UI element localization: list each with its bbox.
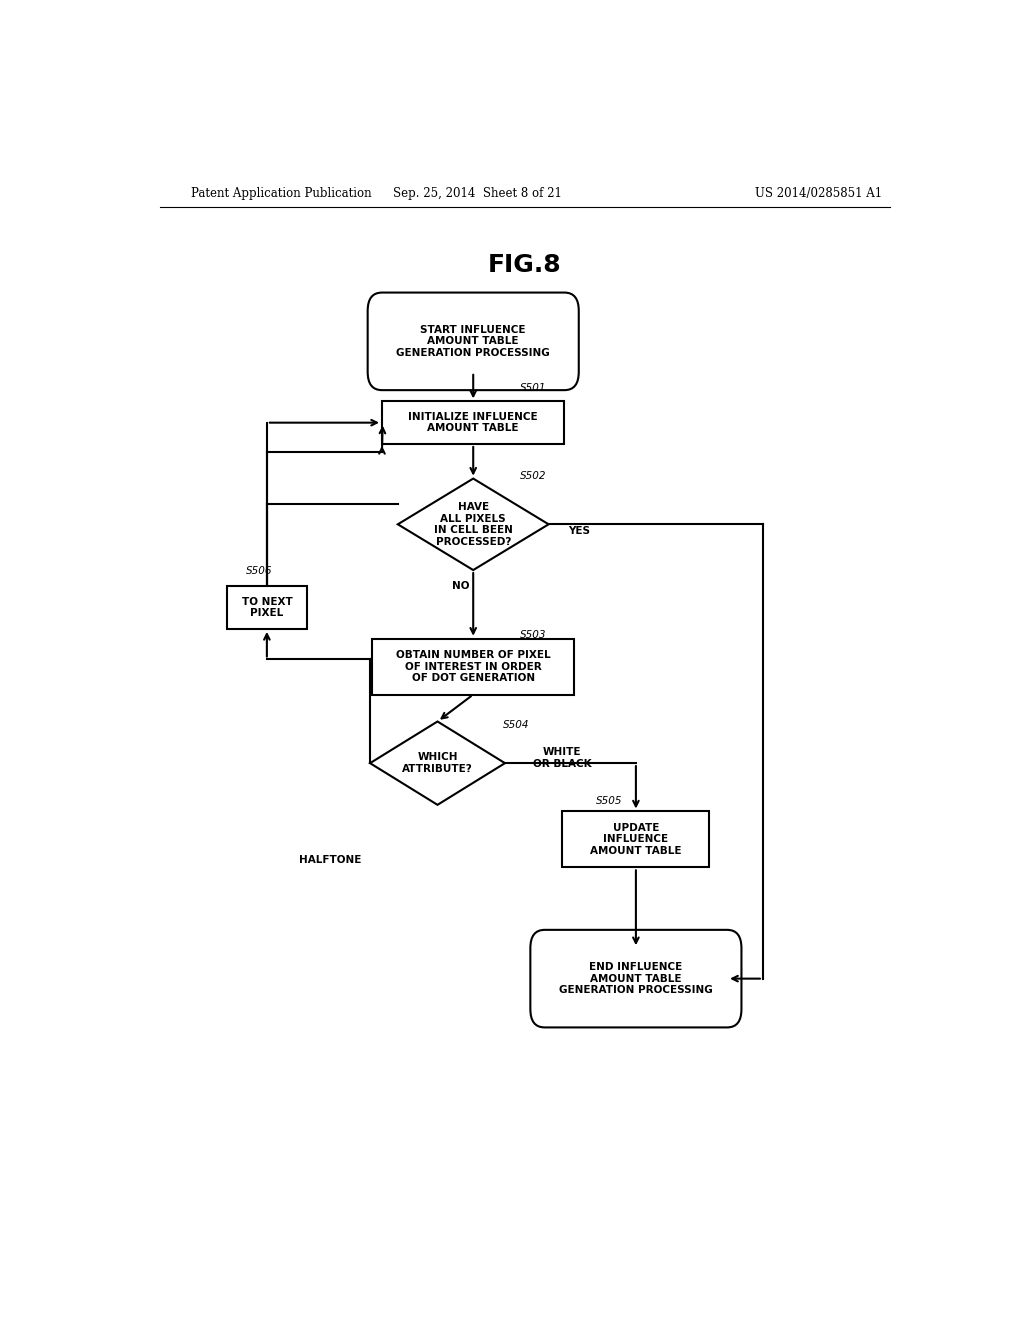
Polygon shape <box>397 479 549 570</box>
Text: FIG.8: FIG.8 <box>488 253 561 277</box>
Text: INITIALIZE INFLUENCE
AMOUNT TABLE: INITIALIZE INFLUENCE AMOUNT TABLE <box>409 412 538 433</box>
Polygon shape <box>370 722 505 805</box>
Text: HALFTONE: HALFTONE <box>299 855 361 865</box>
Bar <box>372 639 574 694</box>
Text: WHITE
OR BLACK: WHITE OR BLACK <box>532 747 592 768</box>
Text: Patent Application Publication: Patent Application Publication <box>191 187 372 201</box>
Text: S501: S501 <box>520 383 547 393</box>
Text: S503: S503 <box>520 630 547 640</box>
Text: Sep. 25, 2014  Sheet 8 of 21: Sep. 25, 2014 Sheet 8 of 21 <box>393 187 561 201</box>
FancyBboxPatch shape <box>530 929 741 1027</box>
Text: HAVE
ALL PIXELS
IN CELL BEEN
PROCESSED?: HAVE ALL PIXELS IN CELL BEEN PROCESSED? <box>434 502 513 546</box>
Text: US 2014/0285851 A1: US 2014/0285851 A1 <box>755 187 882 201</box>
Text: S506: S506 <box>246 566 272 576</box>
Text: NO: NO <box>452 581 469 591</box>
Text: S505: S505 <box>596 796 623 805</box>
Bar <box>562 812 710 867</box>
Text: YES: YES <box>568 527 591 536</box>
Text: S504: S504 <box>503 719 529 730</box>
Bar <box>382 401 564 444</box>
Bar <box>227 586 306 630</box>
Text: UPDATE
INFLUENCE
AMOUNT TABLE: UPDATE INFLUENCE AMOUNT TABLE <box>590 822 682 855</box>
Text: START INFLUENCE
AMOUNT TABLE
GENERATION PROCESSING: START INFLUENCE AMOUNT TABLE GENERATION … <box>396 325 550 358</box>
FancyBboxPatch shape <box>368 293 579 391</box>
Text: S502: S502 <box>520 470 547 480</box>
Text: TO NEXT
PIXEL: TO NEXT PIXEL <box>242 597 292 619</box>
Text: WHICH
ATTRIBUTE?: WHICH ATTRIBUTE? <box>402 752 473 774</box>
Text: END INFLUENCE
AMOUNT TABLE
GENERATION PROCESSING: END INFLUENCE AMOUNT TABLE GENERATION PR… <box>559 962 713 995</box>
Text: OBTAIN NUMBER OF PIXEL
OF INTEREST IN ORDER
OF DOT GENERATION: OBTAIN NUMBER OF PIXEL OF INTEREST IN OR… <box>396 649 551 684</box>
